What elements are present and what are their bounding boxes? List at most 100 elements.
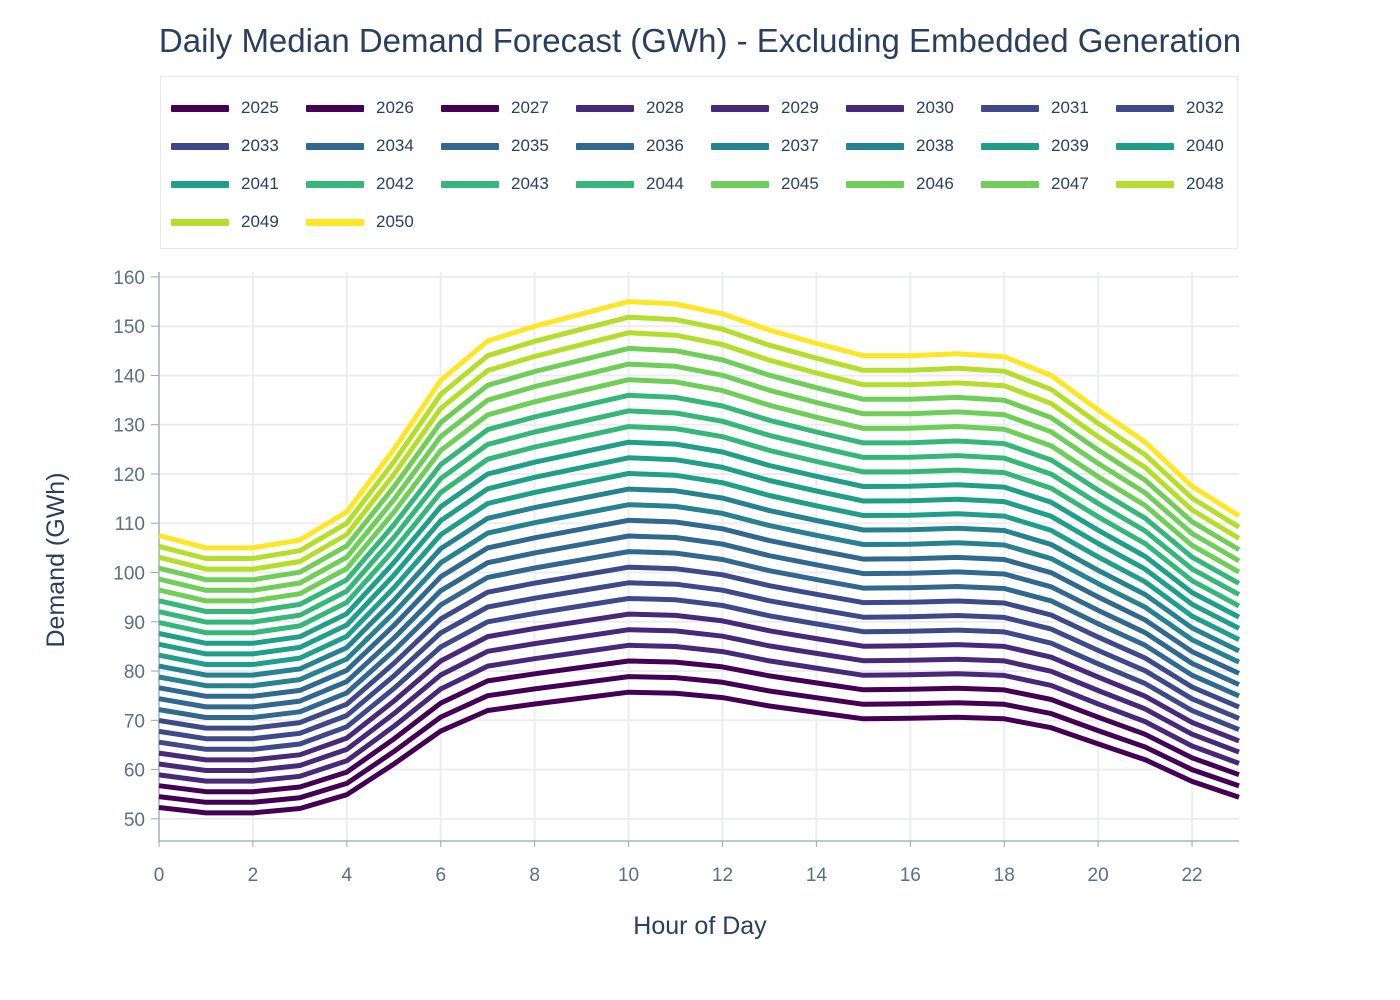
legend-item-2030[interactable]: 2030 <box>846 98 954 118</box>
series-line-2030[interactable] <box>158 611 1240 763</box>
legend-item-2045[interactable]: 2045 <box>711 174 819 194</box>
series-line-2025[interactable] <box>158 689 1240 816</box>
series-line-2038[interactable] <box>158 486 1241 678</box>
legend-label: 2046 <box>916 174 954 193</box>
y-tick-label: 50 <box>124 810 145 831</box>
legend-swatch <box>981 142 1039 150</box>
legend-item-2033[interactable]: 2033 <box>171 136 279 156</box>
legend-item-2025[interactable]: 2025 <box>171 98 279 118</box>
series-line-2029[interactable] <box>158 627 1240 773</box>
series-line-2049[interactable] <box>158 314 1241 561</box>
series-line-2036[interactable] <box>158 517 1241 699</box>
legend-swatch <box>1116 142 1174 150</box>
legend-item-2034[interactable]: 2034 <box>306 136 414 156</box>
legend-label: 2030 <box>916 98 954 117</box>
legend-item-2044[interactable]: 2044 <box>576 174 684 194</box>
series-line-2034[interactable] <box>158 549 1241 720</box>
series-line-2048[interactable] <box>158 330 1241 572</box>
legend-item-2035[interactable]: 2035 <box>441 136 549 156</box>
legend-label: 2035 <box>511 136 549 155</box>
series-line-2042[interactable] <box>158 424 1241 636</box>
x-tick-label: 22 <box>1181 865 1202 886</box>
x-tick-label: 12 <box>712 865 733 886</box>
series-line-2032[interactable] <box>158 580 1240 742</box>
x-tick-label: 2 <box>248 865 259 886</box>
series-line-2027[interactable] <box>158 658 1240 795</box>
legend-item-2039[interactable]: 2039 <box>981 136 1089 156</box>
legend-item-2038[interactable]: 2038 <box>846 136 954 156</box>
legend-item-2031[interactable]: 2031 <box>981 98 1089 118</box>
series-line-2037[interactable] <box>158 502 1241 689</box>
series-line-2035[interactable] <box>158 533 1241 710</box>
x-tick-label: 4 <box>342 865 353 886</box>
series-line-2026[interactable] <box>158 674 1240 805</box>
y-tick-label: 60 <box>124 761 145 782</box>
legend-swatch <box>1116 104 1174 112</box>
y-tick-label: 90 <box>124 613 145 634</box>
legend-swatch <box>306 142 364 150</box>
legend-item-2050[interactable]: 2050 <box>306 212 414 232</box>
series-line-2043[interactable] <box>158 408 1241 625</box>
legend-item-2048[interactable]: 2048 <box>1116 174 1224 194</box>
legend-item-2041[interactable]: 2041 <box>171 174 279 194</box>
legend-label: 2038 <box>916 136 954 155</box>
legend-swatch <box>306 180 364 188</box>
legend-swatch <box>306 104 364 112</box>
series-line-2047[interactable] <box>158 345 1241 583</box>
legend-item-2036[interactable]: 2036 <box>576 136 684 156</box>
legend-swatch <box>846 104 904 112</box>
series-line-2033[interactable] <box>158 564 1240 731</box>
legend-label: 2045 <box>781 174 819 193</box>
legend-item-2026[interactable]: 2026 <box>306 98 414 118</box>
y-tick-label: 80 <box>124 662 145 683</box>
series-line-2040[interactable] <box>158 455 1241 657</box>
y-tick-label: 160 <box>113 268 145 289</box>
legend-item-2028[interactable]: 2028 <box>576 98 684 118</box>
legend-label: 2037 <box>781 136 819 155</box>
y-axis-title: Demand (GWh) <box>42 472 70 647</box>
series-lines <box>158 299 1241 816</box>
legend-swatch <box>171 180 229 188</box>
legend-label: 2034 <box>376 136 414 155</box>
legend-label: 2036 <box>646 136 684 155</box>
series-line-2028[interactable] <box>158 642 1240 784</box>
legend-swatch <box>846 142 904 150</box>
legend-label: 2044 <box>646 174 684 193</box>
y-tick-label: 130 <box>113 416 145 437</box>
legend-swatch <box>441 142 499 150</box>
legend-swatch <box>171 104 229 112</box>
legend-label: 2041 <box>241 174 279 193</box>
legend-label: 2025 <box>241 98 279 117</box>
legend-item-2046[interactable]: 2046 <box>846 174 954 194</box>
series-line-2045[interactable] <box>158 377 1241 604</box>
legend-item-2032[interactable]: 2032 <box>1116 98 1224 118</box>
series-line-2044[interactable] <box>158 392 1241 614</box>
x-tick-label: 14 <box>806 865 828 886</box>
legend-item-2042[interactable]: 2042 <box>306 174 414 194</box>
legend-label: 2049 <box>241 212 279 231</box>
x-tick-label: 0 <box>154 865 165 886</box>
legend-item-2049[interactable]: 2049 <box>171 212 279 232</box>
series-line-2039[interactable] <box>158 471 1241 667</box>
x-tick-label: 8 <box>529 865 540 886</box>
y-tick-label: 110 <box>115 514 145 535</box>
series-line-2031[interactable] <box>158 596 1240 752</box>
legend-item-2043[interactable]: 2043 <box>441 174 549 194</box>
legend-item-2027[interactable]: 2027 <box>441 98 549 118</box>
legend-swatch <box>306 218 364 226</box>
legend-label: 2048 <box>1186 174 1224 193</box>
legend-label: 2032 <box>1186 98 1224 117</box>
series-line-2041[interactable] <box>158 439 1241 646</box>
legend-item-2029[interactable]: 2029 <box>711 98 819 118</box>
legend-swatch <box>711 180 769 188</box>
series-line-2050[interactable] <box>158 299 1241 551</box>
legend-swatch <box>981 104 1039 112</box>
legend-label: 2031 <box>1051 98 1089 117</box>
legend-item-2040[interactable]: 2040 <box>1116 136 1224 156</box>
legend-swatch <box>576 104 634 112</box>
legend-swatch <box>441 180 499 188</box>
legend-item-2047[interactable]: 2047 <box>981 174 1089 194</box>
legend-swatch <box>576 180 634 188</box>
legend-item-2037[interactable]: 2037 <box>711 136 819 156</box>
series-line-2046[interactable] <box>158 361 1241 593</box>
